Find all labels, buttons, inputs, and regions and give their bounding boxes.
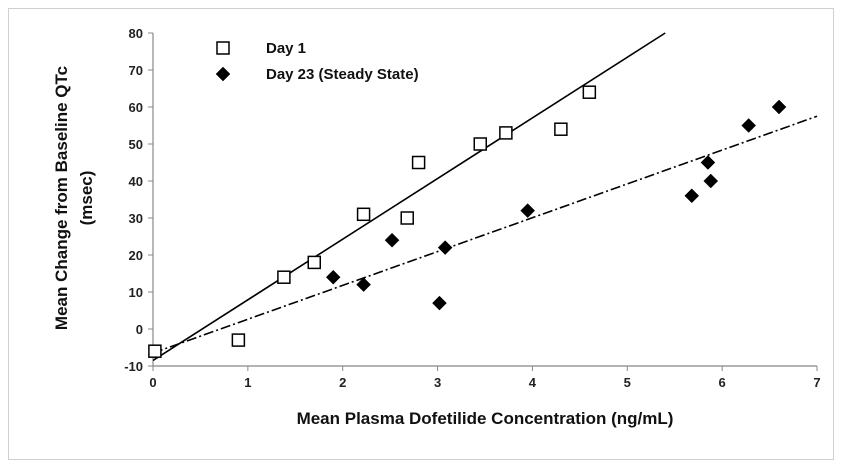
- y-tick-label: 70: [129, 63, 143, 78]
- legend-label-series-2: Day 23 (Steady State): [266, 66, 419, 83]
- point-series-2: [684, 188, 700, 204]
- trend-line-series-2: [153, 115, 818, 354]
- data-points: [148, 85, 787, 358]
- trend-lines: [153, 32, 818, 362]
- point-series-2: [703, 173, 719, 189]
- axes: [148, 32, 818, 371]
- point-series-1: [499, 126, 513, 140]
- y-tick-label: 60: [129, 100, 143, 115]
- point-series-1: [277, 270, 291, 284]
- x-axis-title: Mean Plasma Dofetilide Concentration (ng…: [297, 409, 674, 428]
- legend-marker-series-1: [216, 41, 230, 55]
- point-series-1: [231, 333, 246, 347]
- legend-marker-series-2: [215, 66, 231, 82]
- x-tick-label: 1: [244, 375, 251, 390]
- point-series-1: [582, 85, 597, 99]
- y-tick-label: 20: [129, 248, 143, 263]
- x-tick-label: 0: [149, 375, 156, 390]
- point-series-2: [384, 232, 400, 248]
- point-series-2: [432, 295, 447, 311]
- x-tick-label: 6: [719, 375, 726, 390]
- x-tick-label: 3: [434, 375, 441, 390]
- tick-labels: 0 1 2 3 4 5 6 7 -10 0 10 20 30 40 50 60 70 80: [124, 26, 820, 390]
- y-tick-label: 0: [136, 322, 143, 337]
- x-tick-label: 7: [813, 375, 820, 390]
- legend: Day 1 Day 23 (Steady State): [215, 40, 419, 83]
- legend-label-series-1: Day 1: [266, 40, 306, 57]
- point-series-1: [411, 155, 426, 170]
- y-tick-label: 50: [129, 137, 143, 152]
- y-tick-label: 40: [129, 174, 143, 189]
- trend-line-series-1: [153, 32, 666, 362]
- chart-frame: [8, 8, 834, 460]
- y-tick-label: 80: [129, 26, 143, 41]
- point-series-1: [307, 255, 322, 270]
- point-series-2: [325, 269, 341, 285]
- point-series-2: [520, 203, 536, 218]
- point-series-1: [554, 122, 568, 136]
- point-series-1: [148, 344, 162, 358]
- point-series-2: [437, 240, 453, 255]
- point-series-1: [400, 211, 414, 225]
- point-series-2: [741, 118, 757, 133]
- point-series-1: [356, 207, 371, 222]
- y-axis-title-line1: Mean Change from Baseline QTc: [52, 66, 71, 330]
- point-series-2: [700, 155, 716, 170]
- point-series-1: [473, 137, 488, 151]
- point-series-2: [356, 277, 371, 292]
- y-tick-label: -10: [124, 359, 143, 374]
- y-tick-label: 10: [129, 285, 143, 300]
- x-tick-label: 2: [339, 375, 346, 390]
- x-tick-label: 5: [624, 375, 631, 390]
- y-tick-label: 30: [129, 211, 143, 226]
- y-axis-title-line2: (msec): [77, 171, 96, 226]
- x-tick-label: 4: [529, 375, 537, 390]
- point-series-2: [771, 99, 787, 115]
